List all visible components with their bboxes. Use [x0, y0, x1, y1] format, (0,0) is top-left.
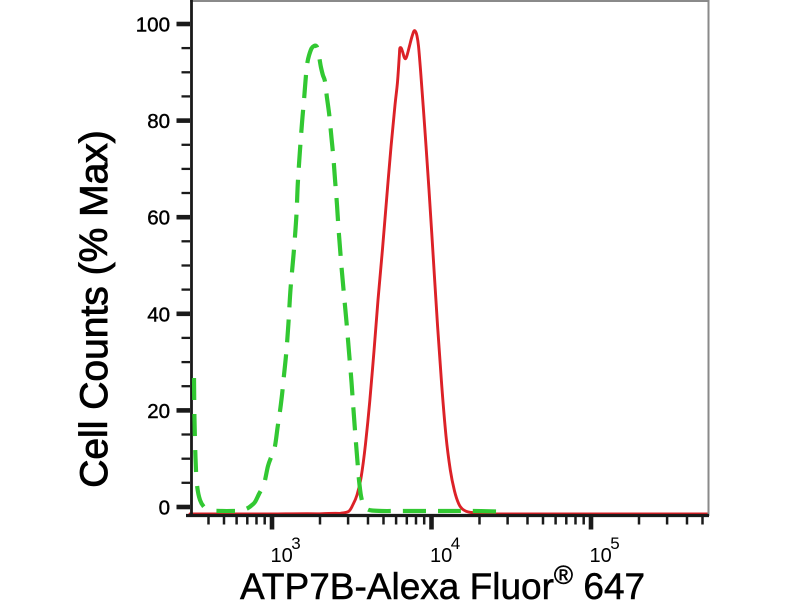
svg-text:4: 4: [451, 534, 460, 553]
svg-text:10: 10: [590, 545, 612, 567]
svg-text:10: 10: [271, 545, 293, 567]
svg-text:80: 80: [147, 110, 170, 133]
svg-text:Cell Counts (% Max): Cell Counts (% Max): [73, 130, 116, 488]
svg-text:5: 5: [610, 534, 619, 553]
svg-text:40: 40: [147, 303, 170, 326]
svg-text:ATP7B-Alexa Fluor® 647: ATP7B-Alexa Fluor® 647: [240, 560, 645, 600]
svg-text:10: 10: [430, 545, 452, 567]
svg-text:20: 20: [147, 400, 170, 423]
svg-text:60: 60: [147, 207, 170, 230]
svg-text:100: 100: [136, 14, 170, 37]
svg-text:0: 0: [159, 497, 170, 520]
svg-text:3: 3: [291, 534, 300, 553]
